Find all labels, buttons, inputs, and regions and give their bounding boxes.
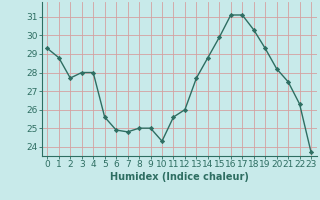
X-axis label: Humidex (Indice chaleur): Humidex (Indice chaleur) [110,172,249,182]
